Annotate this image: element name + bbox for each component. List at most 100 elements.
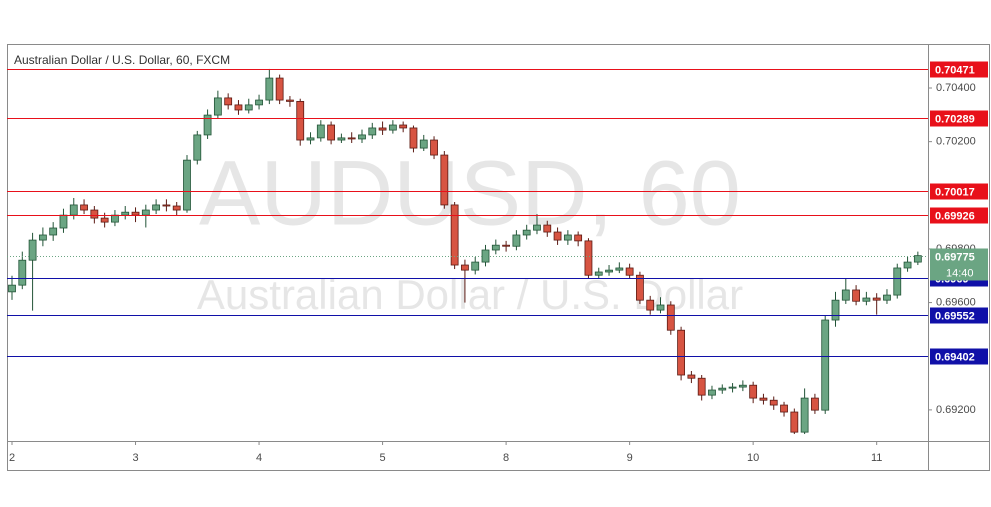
countdown: 14:40 <box>946 267 974 279</box>
candle-body <box>80 204 88 211</box>
candle-body <box>152 204 161 211</box>
candle-body <box>162 204 171 207</box>
candle-body <box>584 240 593 276</box>
candle-body <box>512 234 521 247</box>
level-label-bg <box>930 307 988 324</box>
candle-body <box>450 204 459 266</box>
candle-body <box>553 231 562 241</box>
candle-body <box>656 304 665 311</box>
candle-body <box>852 289 860 302</box>
candle-body <box>18 259 27 286</box>
candle-body <box>347 137 356 140</box>
frame <box>7 44 990 471</box>
candle-body <box>399 124 408 129</box>
candle-body <box>100 217 109 223</box>
x-tick-label: 9 <box>627 452 633 464</box>
candle-body <box>481 249 490 263</box>
candle-body <box>728 386 737 389</box>
x-tick-label: 2 <box>9 452 15 464</box>
x-tick-label: 4 <box>256 452 262 464</box>
level-label: 0.70289 <box>935 113 975 125</box>
candle-body <box>883 294 891 301</box>
candle-body <box>49 227 58 236</box>
candle-body <box>759 397 768 401</box>
level-label-bg <box>930 61 988 78</box>
candle-body <box>327 124 336 141</box>
candle-body <box>811 397 819 411</box>
candle-body <box>872 297 881 301</box>
candle-body <box>543 224 552 233</box>
x-tick-label: 5 <box>380 452 386 464</box>
candle-body <box>224 97 233 106</box>
candle-body <box>255 99 263 106</box>
level-label-bg <box>930 110 988 127</box>
level-label: 0.69402 <box>935 351 975 363</box>
candle-body <box>337 137 346 141</box>
candle-body <box>615 267 624 271</box>
level-label: 0.70471 <box>935 64 975 76</box>
x-tick-label: 8 <box>503 452 509 464</box>
candle-body <box>893 267 902 296</box>
candle-body <box>522 229 531 236</box>
candle-body <box>461 264 469 271</box>
x-tick-label: 3 <box>132 452 138 464</box>
candle-body <box>471 261 480 271</box>
candle-body <box>563 234 572 241</box>
candle-body <box>8 284 16 293</box>
candle-body <box>244 104 253 111</box>
candle-body <box>666 304 675 331</box>
candle-body <box>286 99 294 102</box>
candle-body <box>193 134 202 161</box>
candle-body <box>594 271 603 276</box>
y-tick-label: 0.70200 <box>936 136 976 148</box>
last-price-label: 0.69775 <box>935 251 975 263</box>
level-label-bg <box>930 183 988 200</box>
candle-body <box>636 274 644 301</box>
candle-body <box>265 77 274 101</box>
candle-body <box>831 299 840 321</box>
candle-body <box>306 137 315 141</box>
level-label-bg <box>930 348 988 365</box>
level-label: 0.69552 <box>935 310 975 322</box>
candle-body <box>749 384 758 399</box>
candle-body <box>718 387 727 391</box>
candle-body <box>491 244 500 251</box>
y-tick-label: 0.69600 <box>936 296 976 308</box>
candle-body <box>708 389 716 396</box>
candle-body <box>687 374 696 379</box>
candle-body <box>388 124 397 131</box>
level-label-bg <box>930 207 988 224</box>
candle-body <box>111 214 119 223</box>
candle-body <box>172 205 181 211</box>
y-tick-label: 0.69200 <box>936 404 976 416</box>
candle-body <box>28 239 37 261</box>
candle-body <box>574 234 583 242</box>
last-price-bg <box>930 248 988 281</box>
candle-body <box>183 159 191 211</box>
candle-body <box>862 297 871 302</box>
candle-body <box>800 397 809 433</box>
candle-body <box>69 204 78 216</box>
candle-body <box>605 269 613 273</box>
y-tick-label: 0.70400 <box>936 82 976 94</box>
level-label: 0.70017 <box>935 186 975 198</box>
candle-body <box>769 399 778 406</box>
candle-body <box>358 134 366 140</box>
candle-body <box>903 261 912 269</box>
candle-body <box>440 154 449 206</box>
watermark: AUDUSD, 60 <box>199 142 741 244</box>
candle-body <box>677 329 685 376</box>
candle-body <box>738 384 747 388</box>
candle-body <box>646 299 655 311</box>
candle-body <box>913 255 922 263</box>
candle-body <box>533 224 541 231</box>
chart-title: Australian Dollar / U.S. Dollar, 60, FXC… <box>14 53 230 67</box>
candle-body <box>697 377 706 396</box>
candle-body <box>378 127 387 131</box>
x-tick-label: 10 <box>747 452 759 464</box>
candle-body <box>790 411 799 433</box>
candle-body <box>419 139 428 149</box>
level-label: 0.69926 <box>935 210 975 222</box>
candle-body <box>780 404 788 413</box>
